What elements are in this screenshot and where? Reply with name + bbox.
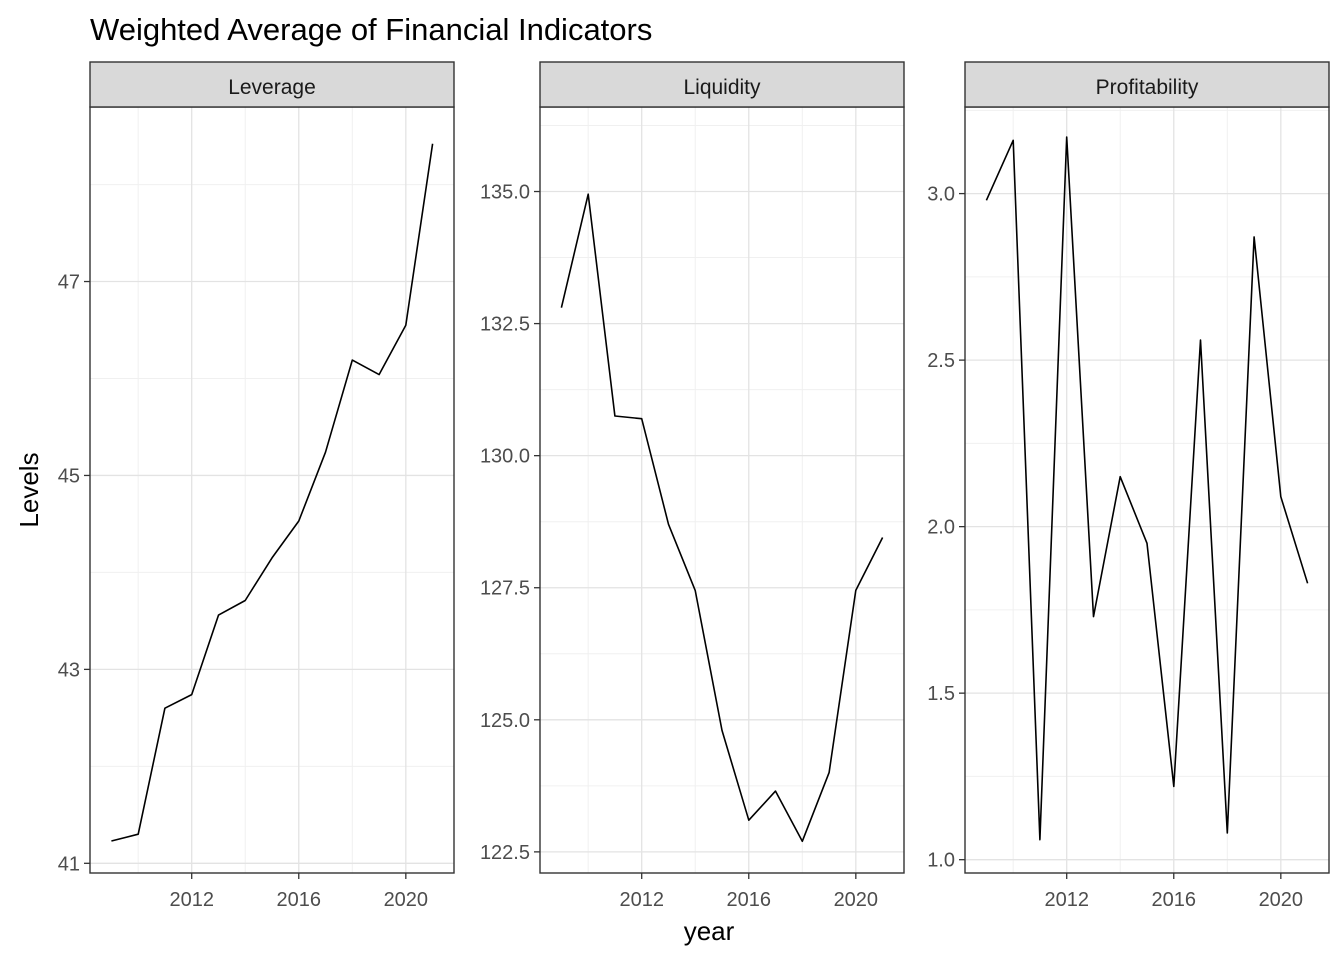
series-line-profitability — [985, 136, 1309, 841]
x-tick-label: 2016 — [1152, 889, 1197, 911]
y-tick-label: 1.0 — [927, 850, 955, 872]
y-tick-label: 47 — [58, 272, 80, 294]
facet-panel-liquidity: Liquidity 122.5 125.0 127.5 130.0 132.5 135.0 2… — [480, 61, 905, 911]
y-tick-label: 2.5 — [927, 350, 955, 372]
x-tick-label: 2020 — [1259, 889, 1304, 911]
y-tick-label: 1.5 — [927, 683, 955, 705]
x-tick-label: 2012 — [169, 889, 214, 911]
series-line-liquidity — [560, 193, 884, 843]
x-tick-label: 2016 — [727, 889, 772, 911]
panel-background — [540, 107, 904, 873]
facet-strip-label: Profitability — [1096, 76, 1199, 99]
panel-background — [90, 107, 454, 873]
y-tick-label: 132.5 — [480, 314, 530, 336]
y-tick-label: 125.0 — [480, 710, 530, 732]
y-tick-label: 127.5 — [480, 578, 530, 600]
x-tick-label: 2020 — [834, 889, 879, 911]
panel-background — [965, 107, 1329, 873]
y-tick-label: 43 — [58, 659, 80, 681]
x-tick-label: 2012 — [619, 889, 664, 911]
x-tick-label: 2016 — [277, 889, 322, 911]
series-line-leverage — [111, 143, 434, 842]
y-tick-label: 2.0 — [927, 517, 955, 539]
facet-strip — [964, 61, 1330, 108]
facet-panel-leverage: Leverage 41 43 45 47 2012 2016 2020 — [58, 61, 455, 911]
facet-strip-label: Liquidity — [683, 76, 761, 99]
y-axis-label: Levels — [14, 452, 44, 527]
facet-strip — [539, 61, 905, 108]
y-tick-label: 130.0 — [480, 446, 530, 468]
x-tick-label: 2012 — [1044, 889, 1089, 911]
facet-strip-label: Leverage — [228, 76, 316, 99]
x-tick-label: 2020 — [384, 889, 429, 911]
chart-title: Weighted Average of Financial Indicators — [90, 12, 652, 47]
facet-panels: Leverage 41 43 45 47 2012 2016 2020 Liquidity 122… — [58, 61, 1330, 911]
y-tick-label: 41 — [58, 853, 80, 875]
y-tick-label: 45 — [58, 465, 80, 487]
y-tick-label: 135.0 — [480, 182, 530, 204]
y-tick-label: 122.5 — [480, 842, 530, 864]
facet-panel-profitability: Profitability 1.0 1.5 2.0 2.5 3.0 2012 2016 2020 — [927, 61, 1330, 911]
y-tick-label: 3.0 — [927, 184, 955, 206]
x-axis-label: year — [684, 916, 735, 946]
facet-strip — [89, 61, 455, 108]
